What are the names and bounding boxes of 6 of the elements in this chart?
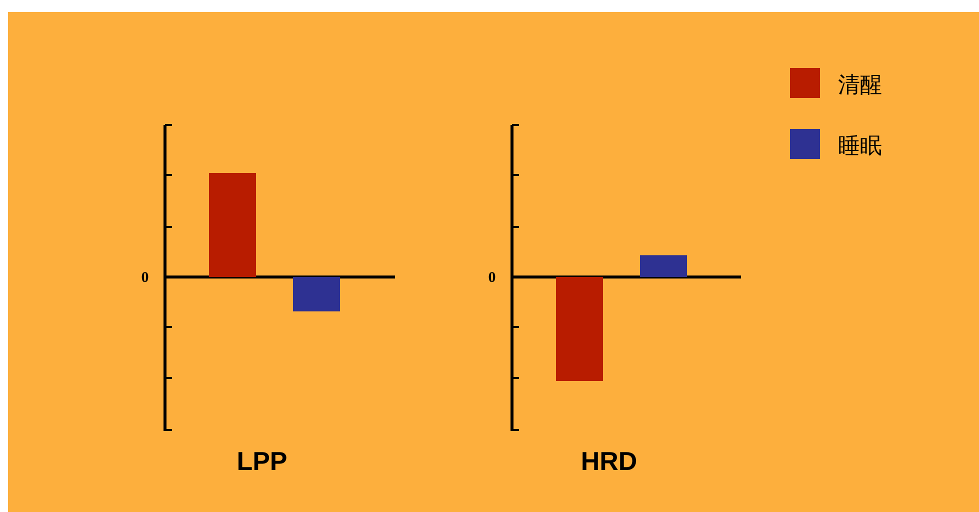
legend-label: 清醒 xyxy=(838,73,882,98)
text: 0 xyxy=(141,270,149,286)
legend-label: 睡眠 xyxy=(838,134,882,159)
x-axis-title: HRD xyxy=(580,446,638,476)
text: 0 xyxy=(488,270,496,286)
x-axis-title: LPP xyxy=(236,446,288,476)
